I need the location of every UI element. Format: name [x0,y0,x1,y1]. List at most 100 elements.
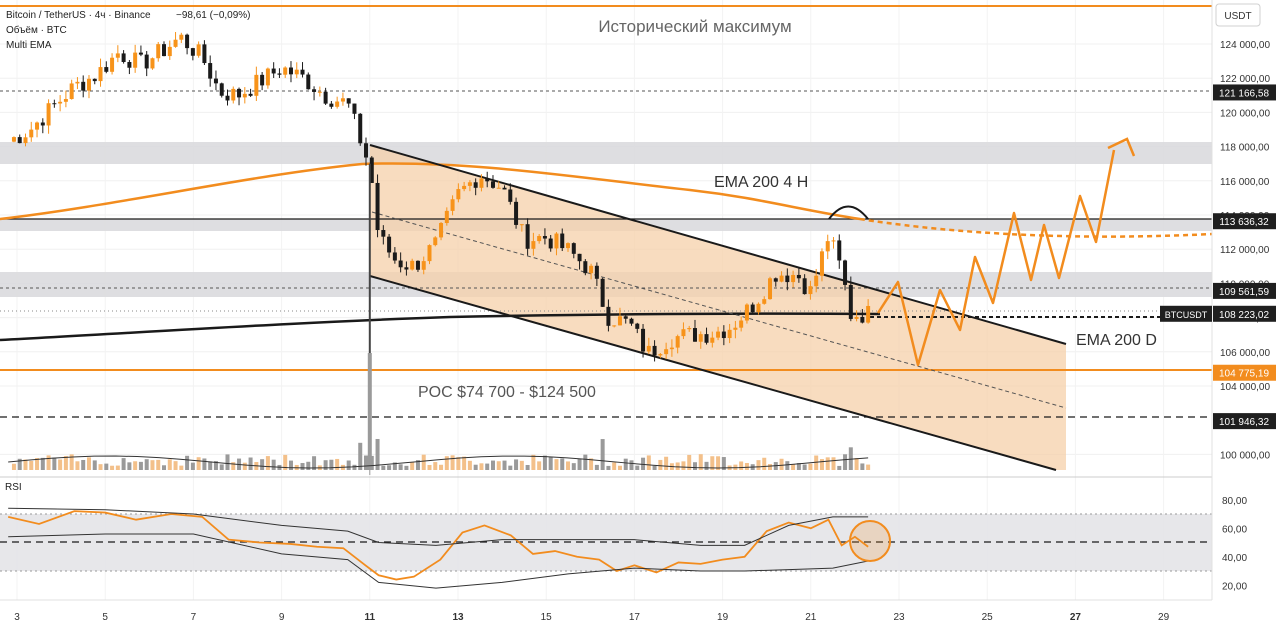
volume-bar [185,455,190,470]
volume-bar [698,454,703,470]
volume-bar [110,465,115,470]
time-tick-label: 15 [541,612,553,623]
price-tick-label: 120 000,00 [1220,108,1270,119]
currency-box[interactable] [1215,3,1261,27]
candle-body [756,303,761,313]
volume-bar [819,459,824,470]
candle-body [525,224,530,249]
volume-bar [98,464,103,470]
volume-bar [121,458,126,470]
candle-body [156,44,161,59]
candle-body [404,267,409,270]
volume-bar [190,462,195,470]
candle-body [490,181,495,188]
volume-bar [150,460,155,470]
price-badge-label: 109 561,59 [1219,287,1269,298]
price-badge [1213,282,1276,299]
rsi-tick-label: 60,00 [1222,524,1247,535]
symbol-title[interactable]: Bitcoin / TetherUS · 4ч · Binance [6,10,151,21]
volume-bar [716,456,721,470]
candle-body [294,69,299,75]
candle-body [329,103,334,107]
volume-bar [433,462,438,470]
volume-bar [387,465,392,470]
candle-body [237,88,242,98]
volume-bar [173,461,178,470]
candle-body [768,278,773,300]
volume-bar [404,465,409,470]
time-tick-label: 25 [982,612,994,623]
volume-bar [490,460,495,470]
volume-bar [312,456,317,470]
price-badge-label: 104 775,19 [1219,369,1269,380]
candle-body [635,323,640,329]
volume-bar [756,460,761,470]
candle-body [63,99,68,102]
price-tick-label: 116 000,00 [1220,177,1270,188]
volume-bar [825,457,830,470]
time-tick-label: 11 [365,612,376,623]
candle-body [17,137,22,144]
volume-bar [791,464,796,470]
candle-body [300,69,305,75]
volume-bar [381,465,386,470]
volume-bar [854,458,859,470]
rsi-label[interactable]: RSI [5,482,22,493]
candle-body [698,334,703,342]
volume-bar [35,458,40,470]
rsi-axis[interactable]: 80,00 60,00 40,00 20,00 [1222,496,1247,593]
volume-bar [138,461,143,470]
candle-body [69,83,74,100]
ath-annotation: Исторический максимум [598,17,791,36]
ema-indicator-label[interactable]: Multi EMA [6,40,52,51]
volume-bar [127,462,132,470]
volume-bar [542,455,547,470]
candle-body [387,236,392,253]
candle-body [669,347,674,350]
candle-body [306,74,311,90]
price-tick-label: 106 000,00 [1220,348,1270,359]
candle-body [439,223,444,238]
candle-body [791,274,796,283]
rsi-highlight-circle [849,520,891,562]
volume-indicator-label[interactable]: Объём · BTC [6,24,67,36]
candle-body [641,328,646,352]
candle-body [283,67,288,75]
volume-bar [358,442,363,470]
candle-body [692,328,697,342]
volume-bar [58,459,63,470]
candle-body [179,34,184,40]
candle-body [479,178,484,188]
candle-body [144,54,149,69]
volume-bar [617,465,622,470]
volume-bar [196,457,201,470]
volume-bar [92,460,97,470]
candle-body [202,44,207,64]
candle-body [843,260,848,285]
volume-bar [531,454,536,470]
volume-bar [81,459,86,470]
volume-bar [802,464,807,470]
candle-body [335,101,340,107]
volume-bar [519,460,524,470]
time-tick-label: 23 [893,612,905,623]
volume-bar [213,461,218,470]
time-tick-label: 21 [805,612,817,623]
candle-body [589,265,594,274]
time-axis[interactable]: 3 5 7 9 11 13 15 17 19 21 23 25 27 29 [14,612,1169,623]
candle-body [98,67,103,82]
candle-body [819,251,824,276]
volume-bar [115,465,120,470]
time-tick-label: 7 [191,612,197,623]
candle-body [785,275,790,283]
price-badge [1213,364,1276,381]
volume-bar [768,464,773,470]
candle-body [190,48,195,56]
volume-bar [623,458,628,470]
volume-bar [646,455,651,470]
volume-bar [11,463,16,470]
candle-body [675,336,680,348]
candle-body [727,329,732,339]
volume-bar [866,464,871,470]
